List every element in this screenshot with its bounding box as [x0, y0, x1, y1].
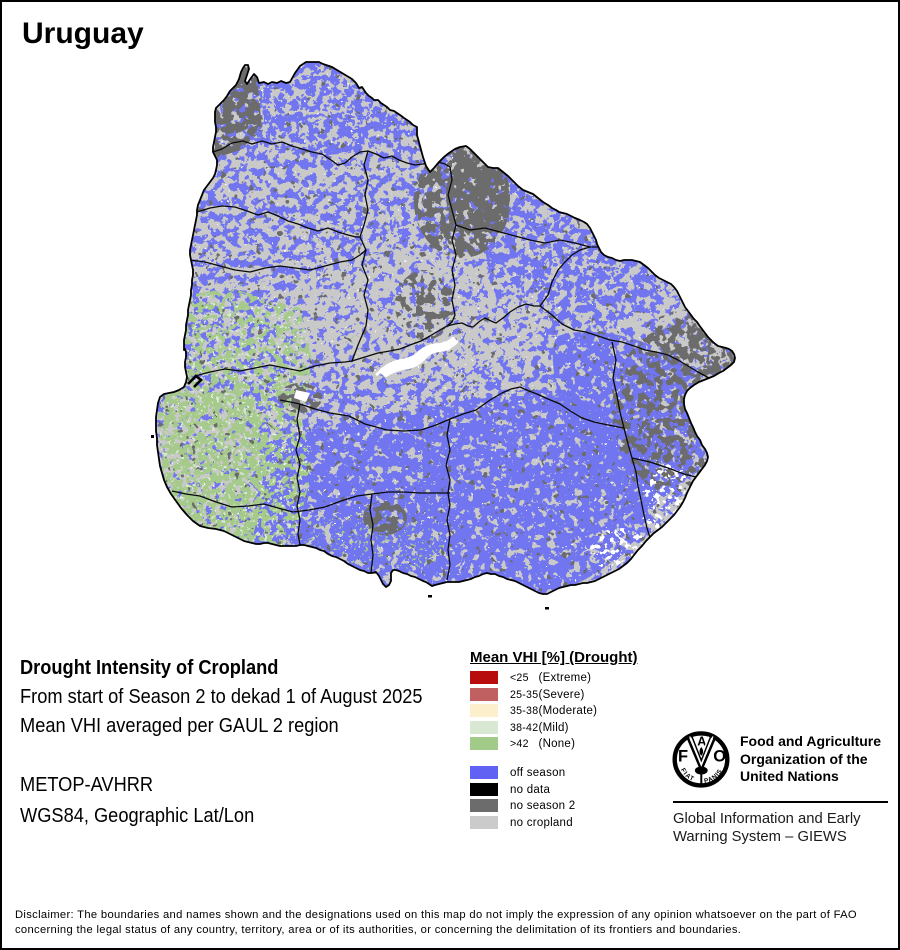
svg-text:O: O [713, 746, 726, 765]
svg-text:F: F [678, 746, 688, 765]
svg-text:A: A [697, 735, 706, 749]
